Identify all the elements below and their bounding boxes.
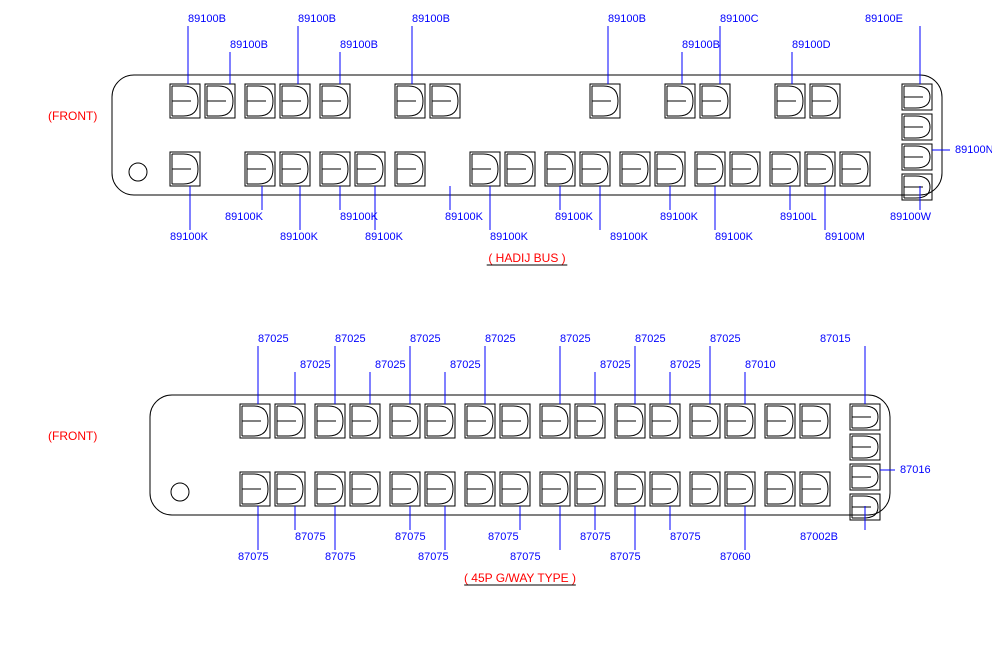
part-label: 87025 <box>258 333 289 345</box>
diagram-canvas: (FRONT) 89100B 89100B 89100B 89100B 89100B 891… <box>0 0 992 654</box>
part-label: 87025 <box>450 359 481 371</box>
bus-title: ( 45P G/WAY TYPE ) <box>464 571 576 585</box>
part-label: 87060 <box>720 551 751 563</box>
part-label: 89100D <box>792 39 831 51</box>
front-label: (FRONT) <box>48 429 97 443</box>
part-label: 87025 <box>560 333 591 345</box>
part-label: 87075 <box>418 551 449 563</box>
bus-45p: (FRONT) 87025 87025 87025 87025 87025 87025 870… <box>48 333 931 585</box>
part-label: 89100K <box>610 231 649 243</box>
part-label: 89100B <box>682 39 720 51</box>
front-label: (FRONT) <box>48 109 97 123</box>
part-label: 89100K <box>340 211 379 223</box>
part-label: 89100C <box>720 13 759 25</box>
part-label: 89100B <box>230 39 268 51</box>
part-label: 89100B <box>188 13 226 25</box>
part-label: 89100B <box>608 13 646 25</box>
part-label: 87075 <box>488 531 519 543</box>
part-label: 89100L <box>780 211 817 223</box>
part-label: 89100K <box>555 211 594 223</box>
part-label: 87075 <box>395 531 426 543</box>
part-label: 87025 <box>335 333 366 345</box>
part-label: 89100K <box>660 211 699 223</box>
bus-title: ( HADIJ BUS ) <box>488 251 565 265</box>
part-label: 89100K <box>490 231 529 243</box>
part-label: 87075 <box>238 551 269 563</box>
part-label: 89100K <box>715 231 754 243</box>
bus-body <box>112 75 942 195</box>
part-label: 87015 <box>820 333 851 345</box>
part-label: 89100K <box>280 231 319 243</box>
part-label: 87075 <box>670 531 701 543</box>
part-label: 87075 <box>610 551 641 563</box>
bus-hadij: (FRONT) 89100B 89100B 89100B 89100B 89100B 891… <box>48 13 992 265</box>
part-label: 89100E <box>865 13 903 25</box>
part-label: 89100B <box>298 13 336 25</box>
part-label: 87010 <box>745 359 776 371</box>
part-label: 87025 <box>410 333 441 345</box>
part-label: 87025 <box>600 359 631 371</box>
steering-icon <box>129 163 147 181</box>
part-label: 87025 <box>485 333 516 345</box>
steering-icon <box>171 483 189 501</box>
part-label: 87075 <box>295 531 326 543</box>
part-label: 87025 <box>710 333 741 345</box>
part-label: 87025 <box>300 359 331 371</box>
part-label: 87025 <box>635 333 666 345</box>
bus-body <box>150 395 890 515</box>
part-label: 89100K <box>365 231 404 243</box>
part-label: 87016 <box>900 464 931 476</box>
part-label: 87025 <box>670 359 701 371</box>
part-label: 89100B <box>412 13 450 25</box>
part-label: 87002B <box>800 531 838 543</box>
part-label: 89100N <box>955 144 992 156</box>
part-label: 89100B <box>340 39 378 51</box>
part-label: 89100M <box>825 231 865 243</box>
part-label: 89100K <box>225 211 264 223</box>
part-label: 87075 <box>325 551 356 563</box>
part-label: 87075 <box>510 551 541 563</box>
part-label: 87025 <box>375 359 406 371</box>
part-label: 87075 <box>580 531 611 543</box>
part-label: 89100W <box>890 211 932 223</box>
part-label: 89100K <box>445 211 484 223</box>
part-label: 89100K <box>170 231 209 243</box>
